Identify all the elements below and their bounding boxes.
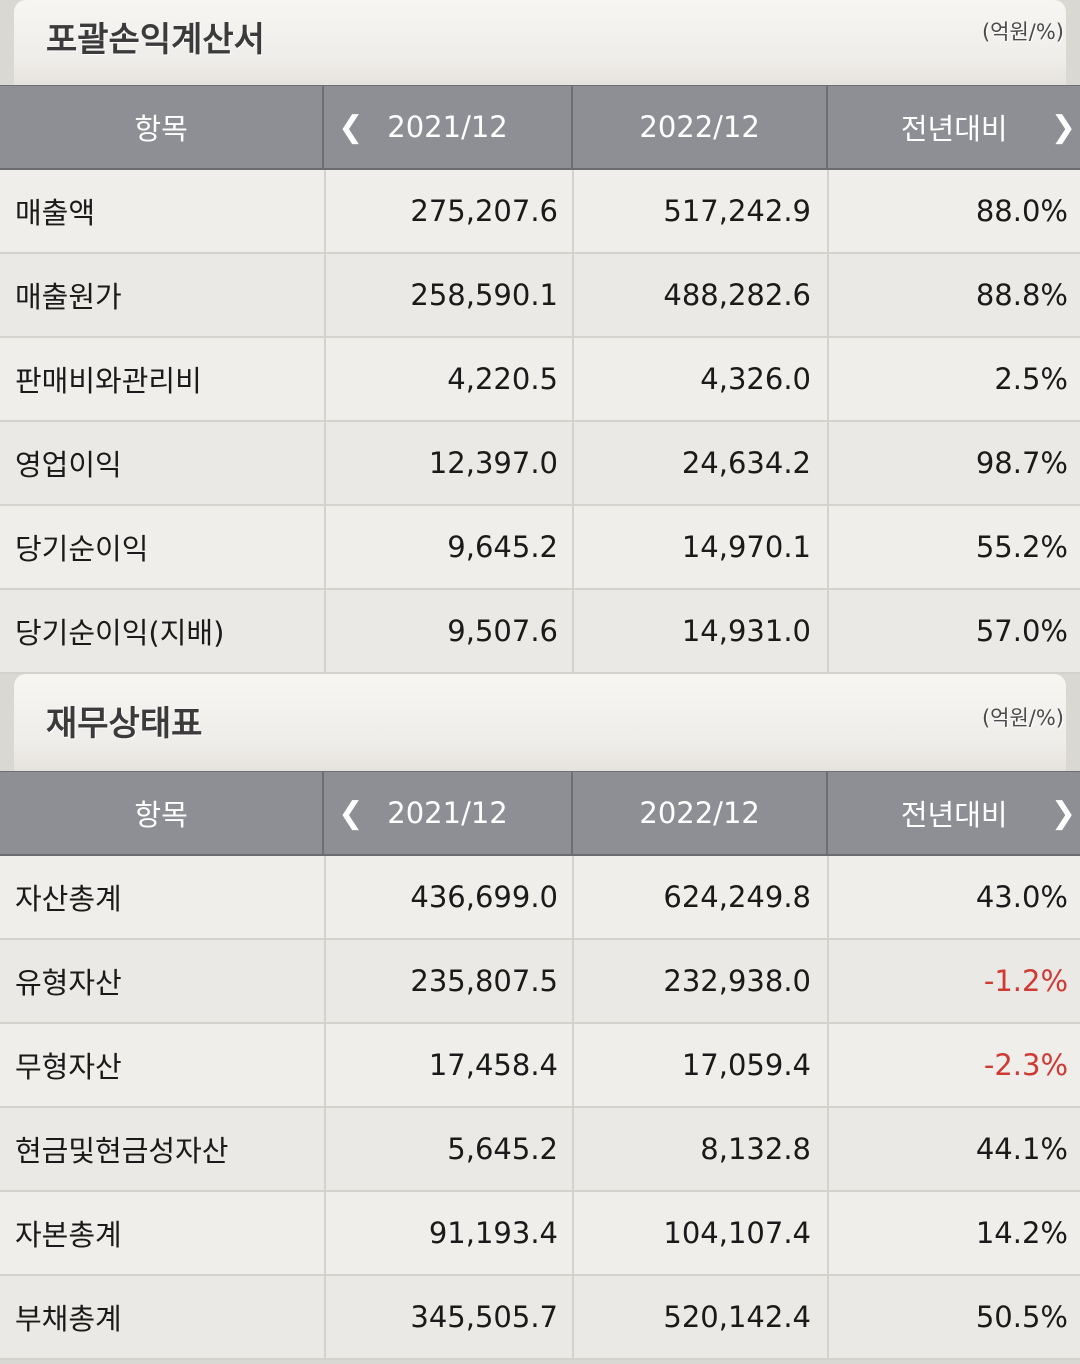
chevron-left-icon[interactable]: ❮ <box>338 109 364 145</box>
prev-period-label: 2021/12 <box>387 796 508 830</box>
chevron-left-icon[interactable]: ❮ <box>338 795 364 831</box>
change-value: 2.5% <box>827 338 1080 420</box>
column-header-change: 전년대비 ❯ <box>826 772 1080 854</box>
table-row[interactable]: 자본총계 91,193.4 104,107.4 14.2% <box>0 1192 1080 1276</box>
prev-value: 258,590.1 <box>324 254 572 336</box>
curr-value: 104,107.4 <box>572 1192 827 1274</box>
column-header-item: 항목 <box>134 798 188 832</box>
table-row[interactable]: 현금및현금성자산 5,645.2 8,132.8 44.1% <box>0 1108 1080 1192</box>
income-unit-label: (억원/%) <box>981 20 1064 44</box>
change-value: -1.2% <box>827 940 1080 1022</box>
change-value: 43.0% <box>827 856 1080 938</box>
balance-sheet-header: 재무상태표 (억원/%) <box>14 674 1066 771</box>
curr-value: 232,938.0 <box>572 940 827 1022</box>
balance-sheet-title: 재무상태표 <box>46 704 203 744</box>
change-value: 57.0% <box>827 590 1080 672</box>
prev-value: 5,645.2 <box>324 1108 572 1190</box>
table-row[interactable]: 유형자산 235,807.5 232,938.0 -1.2% <box>0 940 1080 1024</box>
prev-value: 345,505.7 <box>324 1276 572 1358</box>
table-row[interactable]: 자산총계 436,699.0 624,249.8 43.0% <box>0 856 1080 940</box>
chevron-right-icon[interactable]: ❯ <box>1050 795 1076 831</box>
change-label: 전년대비 <box>900 798 1008 832</box>
change-value: 14.2% <box>827 1192 1080 1274</box>
change-value: 88.8% <box>827 254 1080 336</box>
row-label: 당기순이익(지배) <box>15 616 225 650</box>
change-value: 50.5% <box>827 1276 1080 1358</box>
prev-value: 9,507.6 <box>324 590 572 672</box>
row-label: 자본총계 <box>15 1218 122 1252</box>
table-row[interactable]: 영업이익 12,397.0 24,634.2 98.7% <box>0 422 1080 506</box>
row-label: 영업이익 <box>15 448 122 482</box>
table-row[interactable]: 매출액 275,207.6 517,242.9 88.0% <box>0 170 1080 254</box>
row-label: 판매비와관리비 <box>15 364 202 398</box>
column-header-item: 항목 <box>134 112 188 146</box>
prev-value: 91,193.4 <box>324 1192 572 1274</box>
column-header-prev: ❮ 2021/12 <box>322 772 571 854</box>
curr-value: 8,132.8 <box>572 1108 827 1190</box>
curr-value: 517,242.9 <box>572 170 827 252</box>
prev-value: 436,699.0 <box>324 856 572 938</box>
column-header-prev: ❮ 2021/12 <box>322 86 571 168</box>
income-statement-title: 포괄손익계산서 <box>46 20 265 60</box>
column-header-curr: 2022/12 <box>570 86 827 168</box>
change-value: 44.1% <box>827 1108 1080 1190</box>
change-value: 98.7% <box>827 422 1080 504</box>
table-row[interactable]: 당기순이익(지배) 9,507.6 14,931.0 57.0% <box>0 590 1080 674</box>
row-label: 매출원가 <box>15 280 122 314</box>
curr-value: 624,249.8 <box>572 856 827 938</box>
curr-value: 14,970.1 <box>572 506 827 588</box>
row-label: 매출액 <box>15 196 96 230</box>
curr-value: 14,931.0 <box>572 590 827 672</box>
prev-value: 275,207.6 <box>324 170 572 252</box>
row-label: 당기순이익 <box>15 532 149 566</box>
change-label: 전년대비 <box>900 112 1008 146</box>
prev-value: 17,458.4 <box>324 1024 572 1106</box>
table-header: 항목 ❮ 2021/12 2022/12 전년대비 ❯ <box>0 771 1080 856</box>
row-label: 부채총계 <box>15 1302 122 1336</box>
balance-sheet-table: 항목 ❮ 2021/12 2022/12 전년대비 ❯ 자산총계 436,699.… <box>0 771 1080 1360</box>
curr-value: 17,059.4 <box>572 1024 827 1106</box>
row-label: 현금및현금성자산 <box>15 1134 229 1168</box>
prev-value: 235,807.5 <box>324 940 572 1022</box>
table-row[interactable]: 당기순이익 9,645.2 14,970.1 55.2% <box>0 506 1080 590</box>
table-row[interactable]: 무형자산 17,458.4 17,059.4 -2.3% <box>0 1024 1080 1108</box>
income-statement-header: 포괄손익계산서 (억원/%) <box>14 0 1066 85</box>
row-label: 무형자산 <box>15 1050 122 1084</box>
change-value: -2.3% <box>827 1024 1080 1106</box>
prev-period-label: 2021/12 <box>387 110 508 144</box>
prev-value: 9,645.2 <box>324 506 572 588</box>
change-value: 55.2% <box>827 506 1080 588</box>
curr-value: 24,634.2 <box>572 422 827 504</box>
row-label: 유형자산 <box>15 966 122 1000</box>
table-row[interactable]: 판매비와관리비 4,220.5 4,326.0 2.5% <box>0 338 1080 422</box>
change-value: 88.0% <box>827 170 1080 252</box>
table-row[interactable]: 부채총계 345,505.7 520,142.4 50.5% <box>0 1276 1080 1360</box>
income-statement-table: 항목 ❮ 2021/12 2022/12 전년대비 ❯ 매출액 275,207.6… <box>0 85 1080 674</box>
column-header-change: 전년대비 ❯ <box>826 86 1080 168</box>
prev-value: 4,220.5 <box>324 338 572 420</box>
curr-value: 488,282.6 <box>572 254 827 336</box>
chevron-right-icon[interactable]: ❯ <box>1050 109 1076 145</box>
table-row[interactable]: 매출원가 258,590.1 488,282.6 88.8% <box>0 254 1080 338</box>
table-header: 항목 ❮ 2021/12 2022/12 전년대비 ❯ <box>0 85 1080 170</box>
prev-value: 12,397.0 <box>324 422 572 504</box>
row-label: 자산총계 <box>15 882 122 916</box>
column-header-curr: 2022/12 <box>570 772 827 854</box>
balance-unit-label: (억원/%) <box>981 706 1064 730</box>
curr-value: 520,142.4 <box>572 1276 827 1358</box>
curr-value: 4,326.0 <box>572 338 827 420</box>
